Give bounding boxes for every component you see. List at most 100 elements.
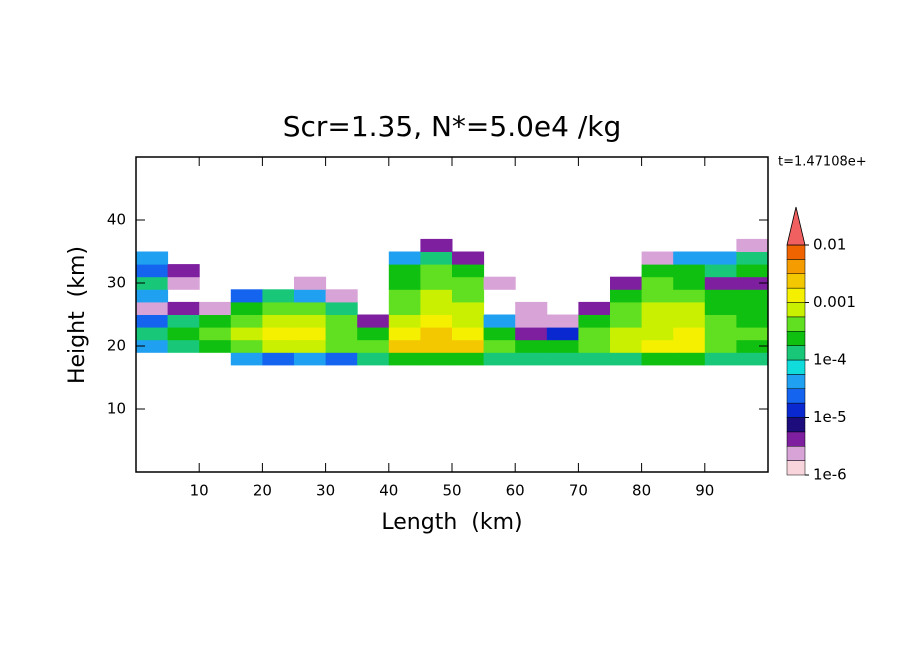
colorbar-segment <box>786 388 806 404</box>
x-tick-label: 70 <box>569 482 588 500</box>
contour-cell <box>736 251 769 265</box>
contour-cell <box>357 339 390 353</box>
contour-cell <box>704 289 737 303</box>
contour-cell <box>167 264 200 278</box>
contour-cell <box>610 339 643 353</box>
contour-cell <box>452 339 485 353</box>
contour-cell <box>452 314 485 328</box>
colorbar-tick-label: 1e-6 <box>813 466 847 484</box>
contour-cell <box>167 276 200 290</box>
contour-cell <box>357 327 390 341</box>
contour-cell <box>325 289 358 303</box>
contour-cell <box>578 327 611 341</box>
contour-cell <box>420 339 453 353</box>
y-axis-label: Height (km) <box>65 246 90 384</box>
contour-cell <box>388 327 421 341</box>
contour-cell <box>515 301 548 315</box>
contour-cell <box>546 314 579 328</box>
contour-cell <box>136 251 169 265</box>
contour-cell <box>167 301 200 315</box>
contour-cell <box>483 314 516 328</box>
contour-cell <box>736 289 769 303</box>
contour-cell <box>641 327 674 341</box>
colorbar-segment <box>786 345 806 361</box>
contour-cell <box>673 276 706 290</box>
contour-cell <box>262 301 295 315</box>
contour-cell <box>294 314 327 328</box>
contour-cell <box>452 251 485 265</box>
contour-cell <box>641 264 674 278</box>
colorbar-segment <box>786 431 806 447</box>
contour-cell <box>388 264 421 278</box>
contour-cell <box>736 327 769 341</box>
contour-cell <box>230 314 263 328</box>
contour-cell <box>610 314 643 328</box>
y-tick-label: 10 <box>107 400 126 418</box>
contour-cell <box>736 352 769 366</box>
contour-cell <box>325 339 358 353</box>
contour-cell <box>230 352 263 366</box>
contour-cell <box>610 327 643 341</box>
contour-cell <box>641 314 674 328</box>
contour-cell <box>610 289 643 303</box>
contour-cell <box>294 301 327 315</box>
contour-cell <box>262 352 295 366</box>
contour-cell <box>388 314 421 328</box>
contour-cell <box>704 339 737 353</box>
contour-cell <box>136 301 169 315</box>
colorbar-segment <box>786 287 806 303</box>
contour-cell <box>167 327 200 341</box>
contour-cell <box>483 352 516 366</box>
contour-cell <box>420 314 453 328</box>
contour-cell <box>641 251 674 265</box>
contour-cell <box>199 301 232 315</box>
x-tick-label: 10 <box>190 482 209 500</box>
contour-cell <box>167 314 200 328</box>
contour-cell <box>641 276 674 290</box>
contour-cell <box>167 339 200 353</box>
colorbar-segment <box>786 331 806 346</box>
contour-cell <box>546 339 579 353</box>
colorbar-segment <box>786 446 806 461</box>
contour-cell <box>673 327 706 341</box>
contour-cell <box>262 327 295 341</box>
contour-cell <box>388 301 421 315</box>
contour-cell <box>673 352 706 366</box>
contour-cell <box>673 301 706 315</box>
contour-cell <box>673 314 706 328</box>
annotation: t=1.47108e+ <box>778 155 867 170</box>
contour-cell <box>420 301 453 315</box>
contour-cell <box>230 327 263 341</box>
contour-cell <box>641 352 674 366</box>
contour-cell <box>641 339 674 353</box>
contour-cell <box>736 301 769 315</box>
colorbar-segment <box>786 417 806 433</box>
contour-cell <box>704 251 737 265</box>
contour-cell <box>294 352 327 366</box>
contour-cell <box>736 238 769 252</box>
contour-cell <box>388 251 421 265</box>
contour-cell <box>673 251 706 265</box>
contour-cell <box>546 352 579 366</box>
contour-cell <box>294 339 327 353</box>
contour-cell <box>388 339 421 353</box>
contour-cell <box>704 301 737 315</box>
colorbar-segment <box>786 460 806 476</box>
contour-cell <box>578 352 611 366</box>
contour-cell <box>420 251 453 265</box>
contour-cell <box>736 264 769 278</box>
contour-cell <box>325 301 358 315</box>
contour-cell <box>673 289 706 303</box>
contour-cell <box>610 276 643 290</box>
x-tick-label: 80 <box>632 482 651 500</box>
contour-cell <box>325 352 358 366</box>
contour-cell <box>294 327 327 341</box>
contour-cell <box>704 352 737 366</box>
contour-cell <box>452 352 485 366</box>
x-tick-label: 20 <box>253 482 272 500</box>
x-axis-label: Length (km) <box>381 510 522 535</box>
contour-cell <box>641 301 674 315</box>
contour-cell <box>452 264 485 278</box>
contour-cell <box>704 314 737 328</box>
